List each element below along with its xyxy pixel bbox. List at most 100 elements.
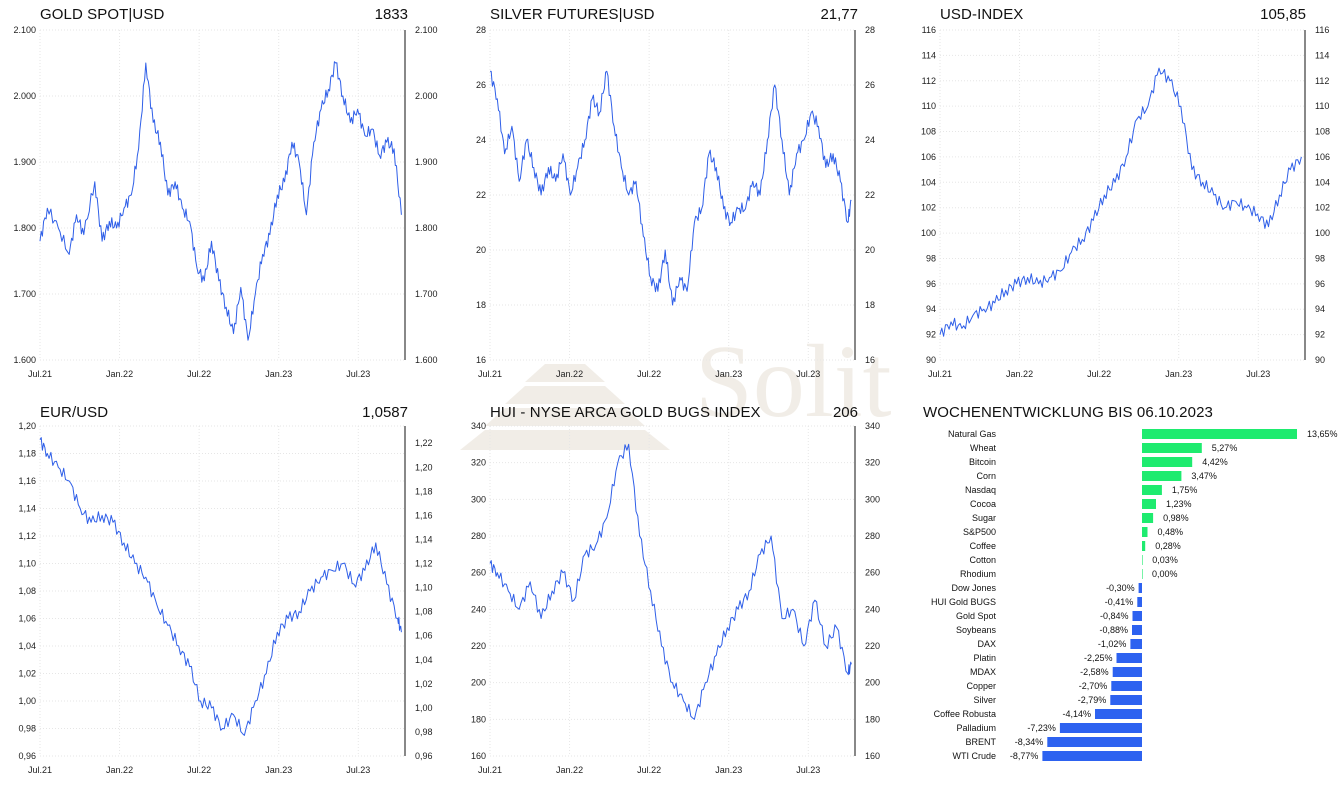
y-tick-label-right: 114 <box>1315 50 1329 60</box>
y-tick-label-left: 112 <box>922 76 936 86</box>
bar-category-label: Dow Jones <box>951 583 996 593</box>
bar <box>1116 653 1142 663</box>
y-tick-label-right: 1.700 <box>415 289 438 299</box>
bar-value-label: -8,34% <box>1015 737 1044 747</box>
x-tick-label: Jul.21 <box>928 369 952 379</box>
bar-category-label: Platin <box>973 653 996 663</box>
current-value: 21,77 <box>820 6 858 23</box>
bar <box>1111 681 1142 691</box>
y-tick-label-left: 26 <box>476 80 486 90</box>
y-tick-label-left: 114 <box>922 50 936 60</box>
bar <box>1059 723 1142 733</box>
y-tick-label-right: 20 <box>865 245 875 255</box>
bar-value-label: -4,14% <box>1062 709 1091 719</box>
y-tick-label-left: 340 <box>471 421 486 431</box>
x-tick-label: Jan.23 <box>715 369 742 379</box>
bar-category-label: BRENT <box>965 737 996 747</box>
y-tick-label-left: 1,02 <box>18 669 36 679</box>
line-chart-gold: 1.600 1.700 1.800 1.900 2.000 2.100 Jul.21 Jan.… <box>13 25 438 379</box>
x-tick-label: Jan.23 <box>265 369 292 379</box>
bar-category-label: S&P500 <box>963 527 996 537</box>
current-value: 1833 <box>374 6 408 23</box>
y-tick-label-right: 18 <box>865 300 875 310</box>
current-value: 1,0587 <box>362 404 408 421</box>
panel-silver: SILVER FUTURES|USD 21,77 16 18 20 22 24 26 28 J… <box>450 0 890 390</box>
bar-value-label: 0,03% <box>1152 555 1178 565</box>
x-tick-label: Jan.22 <box>106 765 133 775</box>
y-tick-label-right: 2.000 <box>415 91 438 101</box>
y-tick-label-left: 16 <box>476 355 486 365</box>
y-tick-label-left: 2.100 <box>13 25 36 35</box>
y-tick-label-left: 106 <box>921 152 936 162</box>
y-tick-label-left: 92 <box>926 330 936 340</box>
bar-value-label: -0,88% <box>1099 625 1128 635</box>
series-line <box>489 443 852 720</box>
bar <box>1142 429 1297 439</box>
y-tick-label-right: 92 <box>1315 330 1325 340</box>
bar-value-label: -1,02% <box>1098 639 1127 649</box>
x-tick-label: Jul.23 <box>796 369 820 379</box>
bar <box>1142 513 1154 523</box>
bar-category-label: Wheat <box>970 443 997 453</box>
series-line <box>39 437 402 736</box>
bar-category-label: Cotton <box>969 555 996 565</box>
bar-category-label: Rhodium <box>960 569 996 579</box>
y-tick-label-right: 320 <box>865 458 880 468</box>
x-tick-label: Jul.23 <box>346 765 370 775</box>
y-tick-label-right: 1.800 <box>415 223 438 233</box>
bar-category-label: Coffee Robusta <box>934 709 996 719</box>
x-tick-label: Jan.23 <box>1165 369 1192 379</box>
panel-hui: HUI - NYSE ARCA GOLD BUGS INDEX 206 160 1… <box>450 398 890 788</box>
bar <box>1042 751 1142 761</box>
y-tick-label-left: 1.700 <box>13 289 36 299</box>
y-tick-label-right: 110 <box>1315 101 1329 111</box>
y-tick-label-left: 94 <box>926 304 936 314</box>
y-tick-label-left: 116 <box>922 25 936 35</box>
bar <box>1142 485 1162 495</box>
bar-category-label: DAX <box>977 639 996 649</box>
series-line <box>39 61 402 341</box>
y-tick-label-right: 94 <box>1315 304 1325 314</box>
bar <box>1132 625 1142 635</box>
bar-category-label: Copper <box>966 681 996 691</box>
y-tick-label-left: 220 <box>471 641 486 651</box>
panel-gold: GOLD SPOT|USD 1833 1.600 1.700 1.800 1.900 2… <box>0 0 440 390</box>
bar <box>1142 471 1182 481</box>
y-tick-label-left: 1,14 <box>18 504 36 514</box>
y-tick-label-right: 1,20 <box>415 462 433 472</box>
y-tick-label-left: 1.600 <box>13 355 36 365</box>
y-tick-label-right: 340 <box>865 421 880 431</box>
y-tick-label-right: 28 <box>865 25 875 35</box>
y-tick-label-right: 200 <box>865 678 880 688</box>
x-tick-label: Jul.21 <box>478 765 502 775</box>
bar-value-label: 1,23% <box>1166 499 1192 509</box>
y-tick-label-right: 0,98 <box>415 727 433 737</box>
bar-category-label: Gold Spot <box>956 611 997 621</box>
bar <box>1142 569 1143 579</box>
x-tick-label: Jan.22 <box>556 765 583 775</box>
x-tick-label: Jan.22 <box>1006 369 1033 379</box>
y-tick-label-right: 116 <box>1315 25 1329 35</box>
bar <box>1142 499 1156 509</box>
bar-category-label: Silver <box>973 695 996 705</box>
y-tick-label-right: 300 <box>865 494 880 504</box>
bar-value-label: 1,75% <box>1172 485 1198 495</box>
bar-value-label: -0,30% <box>1106 583 1135 593</box>
y-tick-label-right: 1,06 <box>415 631 433 641</box>
bar-value-label: -8,77% <box>1010 751 1039 761</box>
x-tick-label: Jul.21 <box>478 369 502 379</box>
line-chart-hui: 160 180 200 220 240 260 280 300 320 340 Jul.21 Jan.… <box>471 421 880 775</box>
y-tick-label-right: 1,10 <box>415 583 433 593</box>
y-tick-label-left: 1.900 <box>13 157 36 167</box>
bar <box>1142 541 1146 551</box>
y-tick-label-left: 28 <box>476 25 486 35</box>
y-tick-label-left: 1,06 <box>18 614 36 624</box>
y-tick-label-right: 112 <box>1315 76 1329 86</box>
bar-value-label: -2,79% <box>1078 695 1107 705</box>
y-tick-label-left: 110 <box>922 101 936 111</box>
series-line <box>489 70 852 306</box>
bar <box>1138 583 1142 593</box>
y-tick-label-left: 1,12 <box>18 531 36 541</box>
x-tick-label: Jan.22 <box>556 369 583 379</box>
panel-usd-index: USD-INDEX 105,85 90 92 94 96 98 100 102 104 106 1… <box>900 0 1340 390</box>
